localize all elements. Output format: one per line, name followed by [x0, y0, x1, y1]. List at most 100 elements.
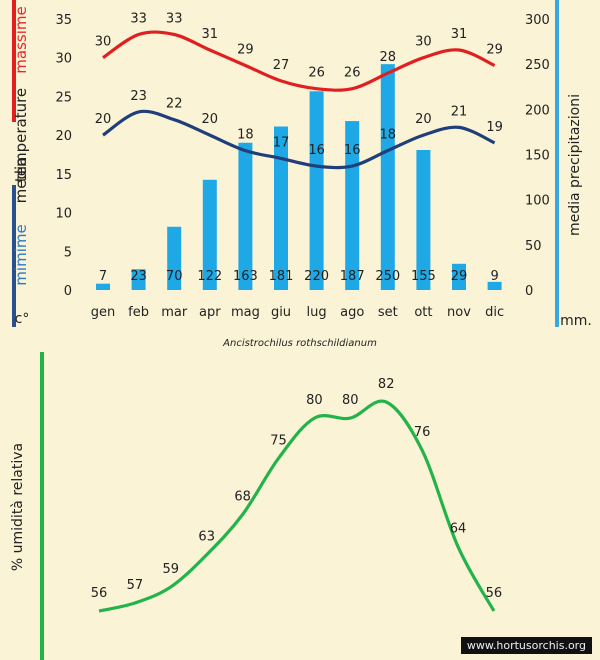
precip-bar: [309, 91, 324, 291]
max-temp-label: 26: [308, 66, 325, 81]
precip-value-label: 29: [451, 269, 468, 284]
left-axis-bar-top: [12, 0, 16, 122]
left-tick-label: 5: [64, 245, 72, 260]
chart-title: Ancistrochilus rothschildianum: [222, 338, 377, 349]
humidity-axis-label: % umidità relativa: [10, 443, 26, 571]
x-tick-label: mar: [161, 305, 188, 320]
humidity-value-label: 56: [486, 586, 503, 601]
max-temp-label: 31: [202, 27, 219, 42]
right-tick-label: 50: [525, 239, 542, 254]
precip-bar: [345, 121, 360, 291]
min-temp-label: 19: [486, 120, 503, 135]
x-tick-label: feb: [128, 305, 149, 320]
x-tick-label: ott: [414, 305, 432, 320]
x-tick-label: lug: [307, 305, 327, 320]
precip-value-label: 250: [375, 269, 400, 284]
precip-value-label: 163: [233, 269, 258, 284]
humidity-line: [98, 399, 496, 613]
max-temp-label: 29: [486, 42, 503, 57]
precip-bar: [167, 226, 182, 290]
min-temp-label: 18: [380, 128, 397, 143]
left-tick-label: 20: [55, 129, 72, 144]
max-temp-label: 28: [380, 50, 397, 65]
precip-value-label: 7: [99, 269, 107, 284]
left-axis-unit: c°: [15, 311, 30, 327]
x-tick-label: giu: [271, 305, 291, 320]
min-temp-label: 17: [273, 135, 290, 150]
max-temp-label: 27: [273, 58, 290, 73]
precip-bar: [274, 126, 288, 290]
humidity-value-label: 64: [450, 522, 467, 537]
min-temp-label: 16: [308, 143, 325, 158]
x-tick-label: apr: [199, 305, 221, 320]
precip-value-label: 9: [490, 269, 498, 284]
humidity-value-label: 82: [378, 377, 395, 392]
watermark: www.hortusorchis.org: [460, 637, 592, 654]
max-temp-label: 30: [415, 35, 432, 50]
left-axis-bar-bottom: [12, 185, 16, 327]
max-temp-label: 26: [344, 66, 361, 81]
precip-value-label: 220: [304, 269, 329, 284]
x-tick-label: dic: [485, 305, 504, 320]
x-tick-label: nov: [447, 305, 471, 320]
humidity-value-label: 75: [270, 433, 287, 448]
left-tick-label: 35: [55, 13, 72, 28]
humidity-value-label: 80: [306, 393, 323, 408]
precip-bar: [202, 179, 217, 290]
min-temp-label: 23: [130, 89, 147, 104]
min-temp-label: 22: [166, 97, 183, 112]
humidity-value-label: 59: [163, 562, 180, 577]
left-axis-label-word: mimime: [12, 224, 30, 285]
precip-bar: [416, 149, 431, 290]
precip-value-label: 181: [269, 269, 294, 284]
left-axis-label-word: temperature: [12, 88, 30, 182]
left-axis-label-word: media: [12, 157, 30, 204]
right-tick-label: 0: [525, 284, 533, 299]
x-tick-label: ago: [340, 305, 364, 320]
right-axis-unit: mm.: [560, 313, 592, 329]
right-tick-label: 300: [525, 13, 550, 28]
precip-bar: [238, 142, 253, 290]
humidity-axis-bar: [40, 352, 44, 660]
precip-bar: [452, 263, 466, 290]
precip-value-label: 23: [130, 269, 147, 284]
right-tick-label: 150: [525, 149, 550, 164]
left-axis-label-word: massime: [12, 6, 30, 73]
x-tick-label: set: [378, 305, 398, 320]
max-temp-label: 33: [130, 11, 147, 26]
humidity-value-label: 63: [198, 530, 215, 545]
max-temp-label: 31: [451, 27, 468, 42]
max-temp-label: 29: [237, 42, 254, 57]
min-temp-line: [102, 109, 496, 170]
right-axis-bar: [555, 0, 559, 327]
min-temp-label: 20: [95, 112, 112, 127]
min-temp-label: 20: [202, 112, 219, 127]
precip-value-label: 155: [411, 269, 436, 284]
x-tick-label: gen: [91, 305, 116, 320]
humidity-value-label: 56: [91, 586, 108, 601]
min-temp-label: 21: [451, 104, 468, 119]
max-temp-label: 33: [166, 11, 183, 26]
right-tick-label: 200: [525, 103, 550, 118]
humidity-value-label: 68: [234, 490, 251, 505]
max-temp-label: 30: [95, 35, 112, 50]
precip-value-label: 122: [197, 269, 222, 284]
x-tick-label: mag: [231, 305, 260, 320]
precip-value-label: 70: [166, 269, 183, 284]
precip-bar: [96, 283, 110, 290]
precip-bar: [131, 269, 146, 290]
precip-bar: [380, 64, 395, 291]
precip-value-label: 187: [340, 269, 365, 284]
min-temp-label: 20: [415, 112, 432, 127]
right-axis-label: media precipitazioni: [567, 94, 583, 236]
right-tick-label: 100: [525, 194, 550, 209]
humidity-value-label: 80: [342, 393, 359, 408]
min-temp-label: 16: [344, 143, 361, 158]
min-temp-label: 18: [237, 128, 254, 143]
left-tick-label: 0: [64, 284, 72, 299]
left-tick-label: 25: [55, 90, 72, 105]
humidity-value-label: 76: [414, 425, 431, 440]
max-temp-line: [102, 30, 496, 92]
